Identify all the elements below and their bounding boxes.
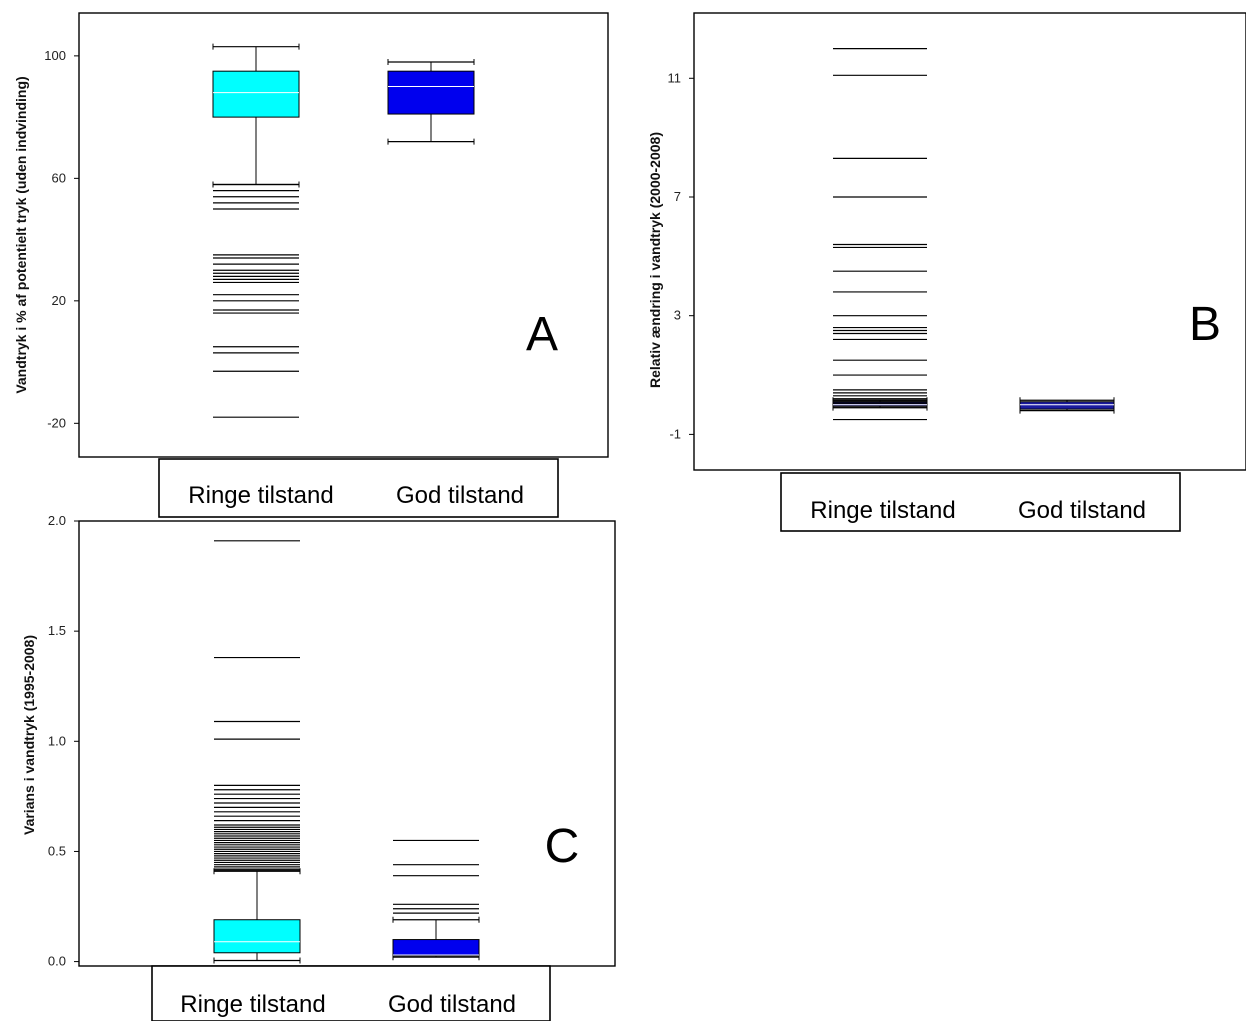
box-ringe xyxy=(213,540,301,964)
panel-letter: A xyxy=(526,308,558,361)
y-tick-label: 100 xyxy=(44,48,66,63)
box-god xyxy=(392,839,480,961)
y-tick-label: 2.0 xyxy=(48,513,66,528)
panel-a: -20 20 60 100 Vandtryk i % af potentielt try… xyxy=(13,12,609,518)
box-god xyxy=(1019,397,1115,414)
y-tick-label: -1 xyxy=(669,426,681,441)
iqr-box xyxy=(212,70,300,118)
y-tick-label: 3 xyxy=(674,308,681,323)
category-label: God tilstand xyxy=(1018,497,1146,524)
box-god xyxy=(387,58,475,145)
y-axis-label: Relativ ændring i vandtryk (2000-2008) xyxy=(647,132,663,388)
plot-frame xyxy=(693,12,1246,471)
panel-c: 0.0 0.5 1.0 1.5 2.0 Varians i vandtryk (1995-… xyxy=(21,513,616,1021)
category-label-box xyxy=(158,458,559,518)
y-tick-label: 1.0 xyxy=(48,733,66,748)
category-label: Ringe tilstand xyxy=(188,482,333,509)
iqr-box xyxy=(1019,401,1115,410)
box-ringe xyxy=(212,43,300,418)
iqr-box xyxy=(213,919,301,954)
iqr-box xyxy=(832,401,928,407)
y-tick-label: 1.5 xyxy=(48,623,66,638)
category-label: Ringe tilstand xyxy=(180,991,325,1018)
category-label-box xyxy=(151,965,551,1021)
panel-letter: B xyxy=(1189,298,1221,351)
category-label: God tilstand xyxy=(396,482,524,509)
panel-b: -1 3 7 11 Relativ ændring i vandtryk (2000-2… xyxy=(647,12,1246,532)
y-tick-label: 11 xyxy=(668,70,682,85)
plot-frame xyxy=(78,12,609,458)
category-label-box xyxy=(780,472,1181,532)
plot-frame xyxy=(78,520,616,967)
y-tick-label: 0.0 xyxy=(48,954,66,969)
y-tick-label: 60 xyxy=(52,170,66,185)
box-ringe xyxy=(832,48,928,421)
panel-letter: C xyxy=(545,820,580,873)
category-label: Ringe tilstand xyxy=(810,497,955,524)
y-tick-label: 20 xyxy=(52,293,66,308)
y-tick-label: -20 xyxy=(47,415,66,430)
y-tick-label: 0.5 xyxy=(48,843,66,858)
y-tick-label: 7 xyxy=(674,189,681,204)
y-axis-label: Vandtryk i % af potentielt tryk (uden in… xyxy=(13,76,29,393)
iqr-box xyxy=(392,939,480,957)
iqr-box xyxy=(387,70,475,115)
y-axis-label: Varians i vandtryk (1995-2008) xyxy=(21,635,37,835)
category-label: God tilstand xyxy=(388,991,516,1018)
